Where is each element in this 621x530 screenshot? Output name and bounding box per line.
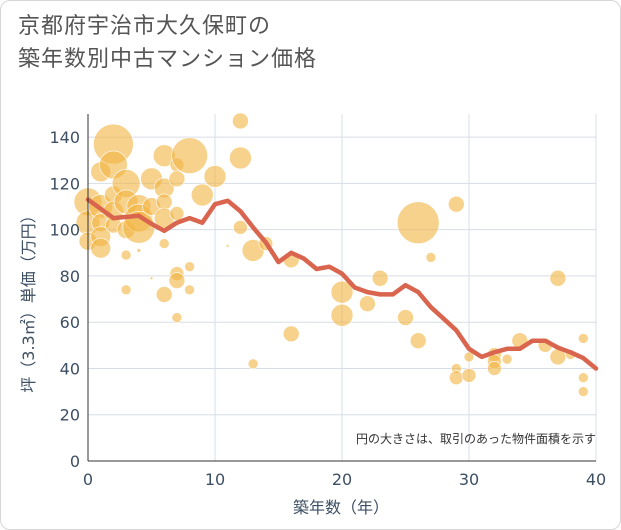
y-axis-label: 坪（3.3㎡）単価（万円） bbox=[19, 207, 38, 392]
y-tick-label: 40 bbox=[60, 359, 80, 378]
bubble-point bbox=[169, 206, 185, 221]
trend-line-series bbox=[85, 197, 599, 371]
bubble-point bbox=[168, 272, 186, 289]
bubble-point bbox=[577, 372, 589, 384]
x-tick-label: 40 bbox=[586, 470, 606, 489]
bubble-point bbox=[330, 280, 354, 304]
y-tick-label: 100 bbox=[49, 221, 80, 240]
bubble-point bbox=[90, 237, 111, 259]
bubble-point bbox=[461, 368, 477, 383]
x-tick-label: 30 bbox=[459, 470, 479, 489]
bubble-point bbox=[247, 358, 259, 370]
bubble-point bbox=[232, 112, 249, 130]
bubble-point bbox=[487, 361, 502, 376]
bubble-point bbox=[149, 276, 154, 281]
axes: 0 20 40 60 80 100 120 140 0 10 20 30 40 bbox=[49, 114, 606, 489]
bubble-point bbox=[120, 284, 132, 296]
bubble-point bbox=[184, 261, 195, 272]
bubble-point bbox=[463, 351, 475, 363]
bubble-point bbox=[330, 303, 354, 327]
bubble-point bbox=[425, 252, 437, 263]
bubble-point bbox=[396, 201, 440, 245]
bubble-point bbox=[371, 269, 389, 287]
bubble-point bbox=[282, 325, 300, 343]
bubble-point bbox=[158, 238, 170, 249]
y-tick-label: 0 bbox=[70, 452, 80, 471]
bubble-point bbox=[409, 332, 427, 350]
bubble-point bbox=[359, 295, 376, 312]
bubble-point bbox=[136, 248, 142, 253]
bubble-point bbox=[448, 370, 464, 386]
bubble-point bbox=[171, 312, 183, 323]
bubble-point bbox=[501, 353, 513, 365]
bubble-series bbox=[73, 112, 589, 397]
trend-line bbox=[85, 197, 599, 371]
chart-title-line1: 京都府宇治市大久保町の bbox=[18, 14, 272, 39]
bubble-point bbox=[155, 286, 173, 303]
bubble-point bbox=[229, 146, 252, 170]
bubble-point bbox=[233, 220, 248, 235]
y-tick-label: 20 bbox=[60, 406, 80, 425]
bubble-point bbox=[120, 249, 132, 261]
y-tick-label: 80 bbox=[60, 267, 80, 286]
bubble-point bbox=[397, 309, 414, 326]
bubble-point bbox=[155, 193, 173, 211]
chart-title-line2: 築年数別中古マンション価格 bbox=[18, 47, 318, 72]
y-tick-label: 140 bbox=[49, 128, 80, 147]
bubble-point bbox=[184, 284, 195, 296]
chart-annotation: 円の大きさは、取引のあった物件面積を示す bbox=[356, 431, 596, 446]
bubble-point bbox=[203, 165, 227, 188]
x-tick-label: 10 bbox=[205, 470, 225, 489]
bubble-point bbox=[447, 195, 465, 213]
x-axis-label: 築年数（年） bbox=[293, 498, 389, 517]
bubble-point bbox=[191, 183, 214, 207]
bubble-point bbox=[171, 137, 208, 174]
bubble-point bbox=[168, 170, 186, 188]
bubble-point bbox=[225, 244, 230, 248]
y-tick-label: 120 bbox=[49, 174, 80, 193]
bubble-point bbox=[577, 386, 589, 397]
x-tick-label: 0 bbox=[83, 470, 93, 489]
chart-title: 京都府宇治市大久保町の 築年数別中古マンション価格 bbox=[18, 10, 317, 76]
x-tick-label: 20 bbox=[332, 470, 352, 489]
y-tick-label: 60 bbox=[60, 313, 80, 332]
bubble-point bbox=[549, 269, 567, 287]
bubble-point bbox=[577, 333, 589, 344]
